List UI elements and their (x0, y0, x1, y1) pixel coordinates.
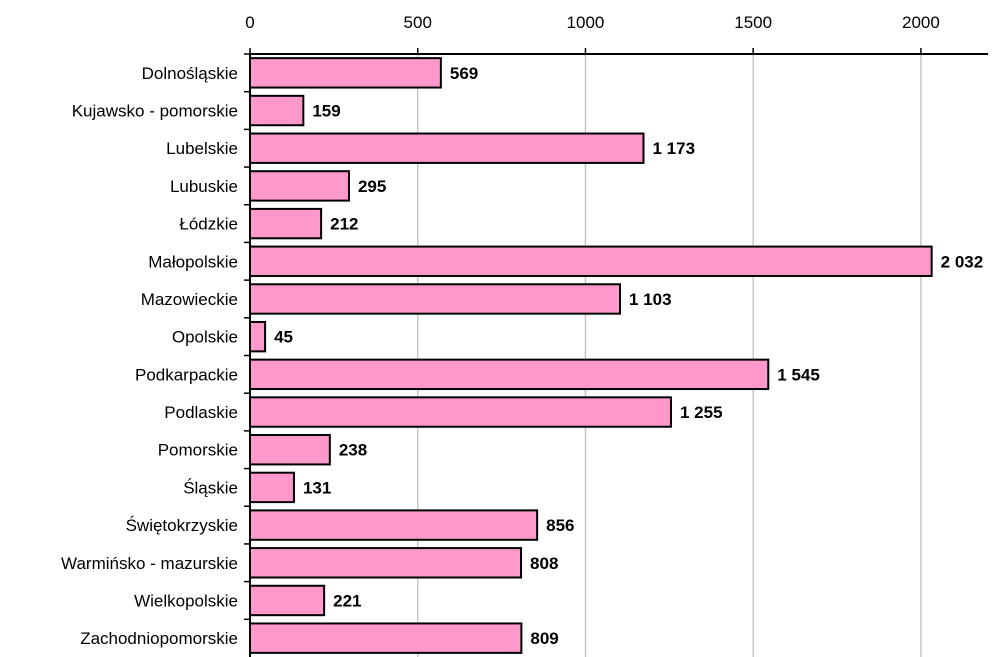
bar-2 (249, 94, 305, 127)
category-label-15: Wielkopolskie (134, 591, 238, 610)
category-label-10: Podlaskie (164, 403, 238, 422)
data-label-15: 221 (333, 591, 361, 610)
bar-3 (249, 132, 645, 164)
data-label-10: 1 255 (680, 403, 723, 422)
data-label-9: 1 545 (777, 365, 820, 384)
data-label-3: 1 173 (652, 139, 695, 158)
data-label-12: 131 (303, 478, 331, 497)
category-label-3: Lubelskie (166, 139, 238, 158)
data-label-16: 809 (530, 629, 558, 648)
bar-8 (249, 320, 267, 353)
bar-4 (249, 170, 350, 202)
category-label-7: Mazowieckie (141, 290, 238, 309)
data-label-7: 1 103 (629, 290, 672, 309)
bar-7 (249, 283, 622, 315)
bar-5 (249, 207, 323, 240)
category-label-9: Podkarpackie (135, 365, 238, 384)
bar-1 (249, 57, 442, 89)
bar-9 (249, 358, 770, 391)
category-label-4: Lubuskie (170, 177, 238, 196)
x-tick-label-1000: 1000 (567, 13, 605, 32)
category-label-11: Pomorskie (158, 441, 238, 460)
category-label-5: Łódzkie (179, 215, 238, 234)
category-label-13: Świętokrzyskie (126, 516, 238, 535)
category-label-8: Opolskie (172, 328, 238, 347)
data-label-13: 856 (546, 516, 574, 535)
data-label-6: 2 032 (941, 252, 984, 271)
x-tick-label-0: 0 (245, 13, 254, 32)
category-label-14: Warmińsko - mazurskie (61, 554, 238, 573)
data-label-5: 212 (330, 215, 358, 234)
category-label-6: Małopolskie (148, 252, 238, 271)
bar-12 (249, 471, 295, 504)
data-label-4: 295 (358, 177, 386, 196)
data-label-11: 238 (339, 441, 367, 460)
bar-10 (249, 396, 672, 428)
bar-6 (249, 245, 933, 277)
category-label-12: Śląskie (183, 478, 238, 497)
bar-11 (249, 434, 331, 466)
data-label-2: 159 (312, 102, 340, 121)
category-label-1: Dolnośląskie (142, 64, 238, 83)
bar-15 (249, 584, 326, 617)
x-tick-label-1500: 1500 (734, 13, 772, 32)
bar-14 (249, 547, 523, 579)
category-label-16: Zachodniopomorskie (80, 629, 238, 648)
data-label-14: 808 (530, 554, 558, 573)
category-label-2: Kujawsko - pomorskie (72, 102, 238, 121)
x-tick-label-500: 500 (404, 13, 432, 32)
bar-16 (249, 622, 523, 654)
bar-13 (249, 509, 539, 541)
data-label-8: 45 (274, 328, 293, 347)
x-tick-label-2000: 2000 (902, 13, 940, 32)
data-label-1: 569 (450, 64, 478, 83)
